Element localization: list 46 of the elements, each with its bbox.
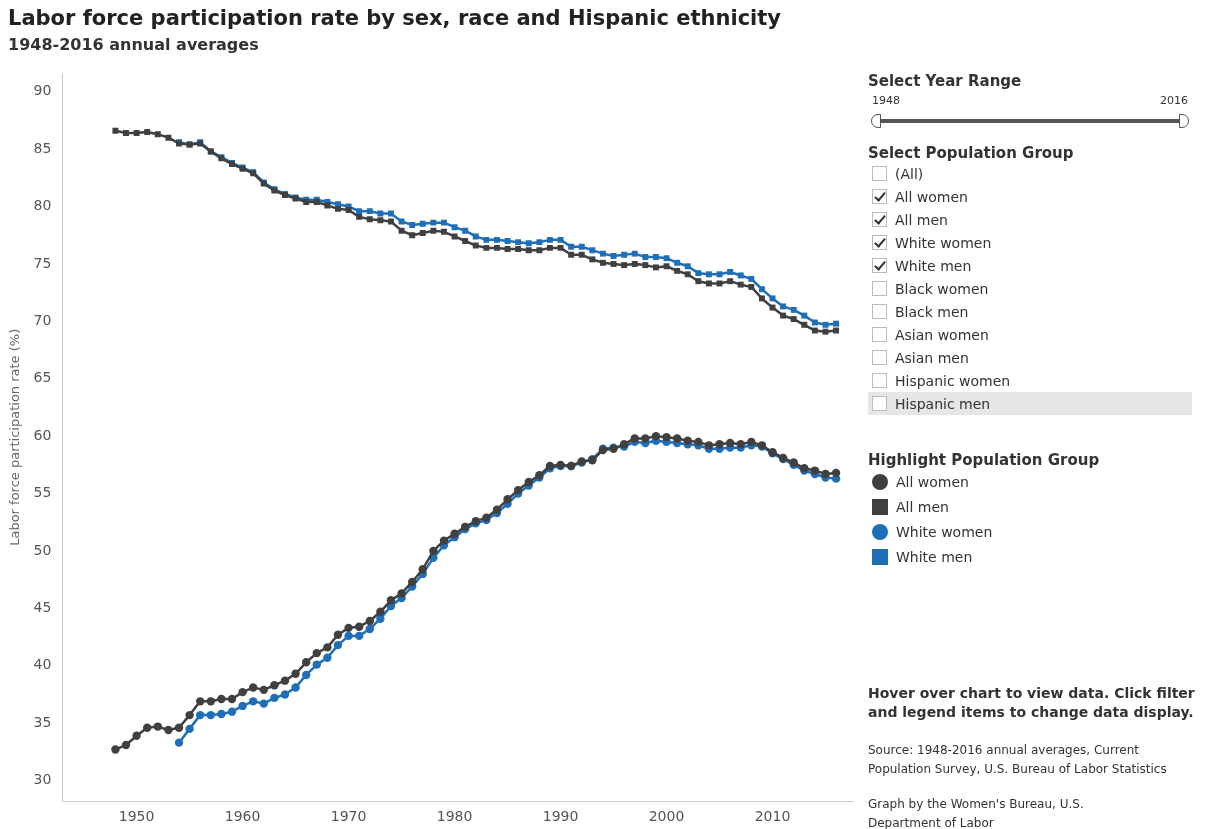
y-tick-label: 90 bbox=[33, 82, 52, 99]
x-tick-label: 2010 bbox=[754, 808, 791, 825]
text: Asian women bbox=[895, 326, 989, 343]
x-tick-label: 1960 bbox=[224, 808, 261, 825]
y-tick-label: 45 bbox=[33, 598, 52, 615]
legend-label: White men bbox=[896, 548, 973, 565]
y-tick-label: 35 bbox=[33, 713, 52, 730]
x-tick-label: 1980 bbox=[436, 808, 473, 825]
legend-title: Highlight Population Group bbox=[868, 451, 1101, 469]
text: Hispanic men bbox=[895, 395, 991, 412]
chart-title: Labor force participation rate by sex, race and Hispanic ethnicity bbox=[8, 6, 782, 30]
y-axis-title: Labor force participation rate (%) bbox=[7, 328, 23, 546]
y-tick-label: 55 bbox=[33, 484, 52, 501]
legend-label: All women bbox=[896, 473, 969, 490]
text: Asian men bbox=[895, 349, 969, 366]
y-tick-label: 65 bbox=[33, 369, 52, 386]
y-tick-label: 85 bbox=[33, 139, 52, 156]
source-note: Source: 1948-2016 annual averages, Current Population Survey, U.S. Bureau of Labor Statistics bbox=[868, 742, 1168, 778]
text: Black women bbox=[895, 280, 989, 297]
text: All men bbox=[895, 211, 948, 228]
y-tick-label: 60 bbox=[33, 426, 52, 443]
text: Select Population Group bbox=[868, 144, 1075, 162]
text: (All) bbox=[895, 165, 924, 182]
legend-label: White women bbox=[896, 523, 993, 540]
text: 1948 bbox=[872, 94, 900, 107]
x-tick-label: 1950 bbox=[118, 808, 155, 825]
text: All women bbox=[895, 188, 968, 205]
x-tick-label: 1990 bbox=[542, 808, 579, 825]
chart-subtitle: 1948-2016 annual averages bbox=[8, 35, 259, 54]
y-tick-label: 80 bbox=[33, 197, 52, 214]
x-tick-label: 1970 bbox=[330, 808, 367, 825]
text: Hispanic women bbox=[895, 372, 1011, 389]
text: Black men bbox=[895, 303, 969, 320]
text: Graph by the Women's Bureau, U.S. Department of Labor bbox=[868, 796, 1085, 829]
text: White women bbox=[895, 234, 992, 251]
x-tick-label: 2000 bbox=[648, 808, 685, 825]
y-tick-label: 75 bbox=[33, 254, 52, 271]
text: Hover over chart to view data. Click filter and legend items to change data display. bbox=[868, 684, 1196, 722]
y-tick-label: 40 bbox=[33, 656, 52, 673]
text: White men bbox=[895, 257, 972, 274]
y-tick-label: 70 bbox=[33, 312, 52, 328]
legend-label: All men bbox=[896, 498, 949, 515]
y-tick-label: 30 bbox=[33, 771, 52, 788]
y-tick-label: 50 bbox=[33, 541, 52, 558]
text: 2016 bbox=[1160, 94, 1188, 107]
text: Select Year Range bbox=[868, 72, 1023, 90]
